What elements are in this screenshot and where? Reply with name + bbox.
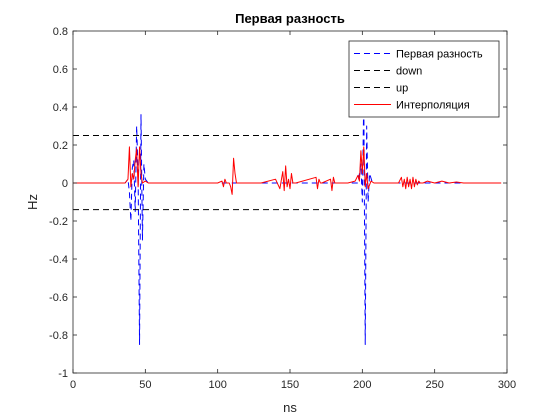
- x-tick-label: 300: [498, 379, 516, 391]
- y-tick-label: -0.6: [49, 292, 68, 304]
- y-tick-label: -1: [58, 368, 68, 380]
- y-tick-label: 0: [62, 178, 68, 190]
- x-tick-label: 200: [353, 379, 371, 391]
- chart-title: Первая разность: [235, 11, 345, 26]
- y-tick-label: 0.6: [53, 64, 68, 76]
- x-tick-label: 100: [208, 379, 226, 391]
- y-tick-label: 0.2: [53, 140, 68, 152]
- x-tick-label: 50: [139, 379, 151, 391]
- x-axis-label: ns: [283, 400, 297, 415]
- legend-entry-label: up: [396, 83, 408, 95]
- legend-entry-label: Первая разность: [396, 49, 483, 61]
- x-tick-label: 0: [70, 379, 76, 391]
- legend-entry-label: down: [396, 66, 422, 78]
- y-tick-label: -0.4: [49, 254, 68, 266]
- series-line-3: [73, 146, 502, 195]
- y-tick-label: -0.2: [49, 216, 68, 228]
- y-tick-label: 0.8: [53, 26, 68, 38]
- legend-entry-label: Интерполяция: [396, 100, 470, 112]
- y-tick-label: 0.4: [53, 102, 68, 114]
- series-line-0: [73, 97, 502, 345]
- x-tick-label: 250: [425, 379, 443, 391]
- ticks-layer: 0 50 100 150 200 250 300 -1 -0.8 -0.6 -0.4 -0.2 0 0.2…: [49, 26, 516, 391]
- y-tick-label: -0.8: [49, 330, 68, 342]
- series-layer: [73, 97, 502, 345]
- y-axis-label: Hz: [25, 194, 40, 210]
- x-tick-label: 150: [281, 379, 299, 391]
- legend: Первая разность down up Интерполяция: [348, 40, 500, 118]
